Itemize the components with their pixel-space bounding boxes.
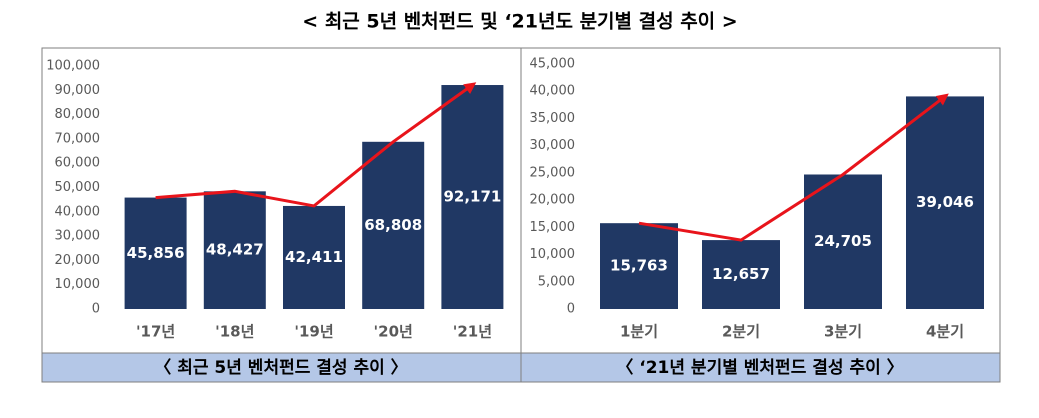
y-tick-label: 10,000 (530, 247, 576, 262)
y-tick-label: 40,000 (55, 204, 101, 219)
x-tick-label: 2분기 (722, 323, 760, 341)
bar (283, 205, 345, 309)
y-tick-label: 5,000 (538, 274, 575, 289)
value-label: 48,427 (206, 241, 264, 259)
y-tick-label: 50,000 (55, 180, 101, 195)
value-label: 45,856 (127, 244, 185, 262)
x-tick-label: '20년 (374, 323, 413, 341)
x-tick-label: '17년 (136, 323, 175, 341)
y-tick-label: 30,000 (55, 229, 101, 244)
bar (906, 96, 984, 309)
y-tick-label: 0 (92, 302, 100, 317)
y-tick-label: 20,000 (530, 193, 576, 208)
y-tick-label: 15,000 (530, 220, 576, 235)
y-tick-label: 10,000 (55, 277, 101, 292)
bar (804, 174, 882, 309)
x-tick-label: '18년 (215, 323, 254, 341)
x-tick-label: '21년 (453, 323, 492, 341)
y-tick-label: 35,000 (530, 111, 576, 126)
chart-caption: 〈 ‘21년 분기별 벤처펀드 결성 추이 〉 (616, 357, 903, 378)
y-tick-label: 90,000 (55, 83, 101, 98)
y-tick-label: 20,000 (55, 253, 101, 268)
value-label: 68,808 (364, 216, 422, 234)
chart-caption: 〈 최근 5년 벤처펀드 결성 추이 〉 (154, 357, 407, 378)
x-tick-label: 1분기 (620, 323, 658, 341)
x-tick-label: '19년 (294, 323, 333, 341)
page-title: < 최근 5년 벤처펀드 및 ‘21년도 분기별 결성 추이 > (302, 11, 737, 33)
bar (203, 191, 266, 309)
bar (124, 197, 187, 309)
y-tick-label: 30,000 (530, 138, 576, 153)
y-tick-label: 70,000 (55, 131, 101, 146)
y-tick-label: 25,000 (530, 165, 576, 180)
bar (600, 223, 678, 309)
y-tick-label: 60,000 (55, 156, 101, 171)
value-label: 92,171 (443, 188, 501, 206)
value-label: 39,046 (916, 193, 974, 211)
bar (441, 85, 504, 309)
y-tick-label: 40,000 (530, 84, 576, 99)
x-tick-label: 4분기 (926, 323, 964, 341)
bar (362, 141, 425, 309)
value-label: 42,411 (285, 248, 343, 266)
trend-line (155, 82, 477, 208)
trend-line (638, 93, 949, 242)
bar (702, 240, 780, 309)
x-tick-label: 3분기 (824, 323, 862, 341)
value-label: 15,763 (610, 257, 668, 275)
y-tick-label: 80,000 (55, 107, 101, 122)
y-tick-label: 45,000 (530, 57, 576, 72)
value-label: 12,657 (712, 265, 770, 283)
y-tick-label: 0 (567, 302, 575, 317)
y-tick-label: 100,000 (46, 59, 100, 74)
value-label: 24,705 (814, 232, 872, 250)
